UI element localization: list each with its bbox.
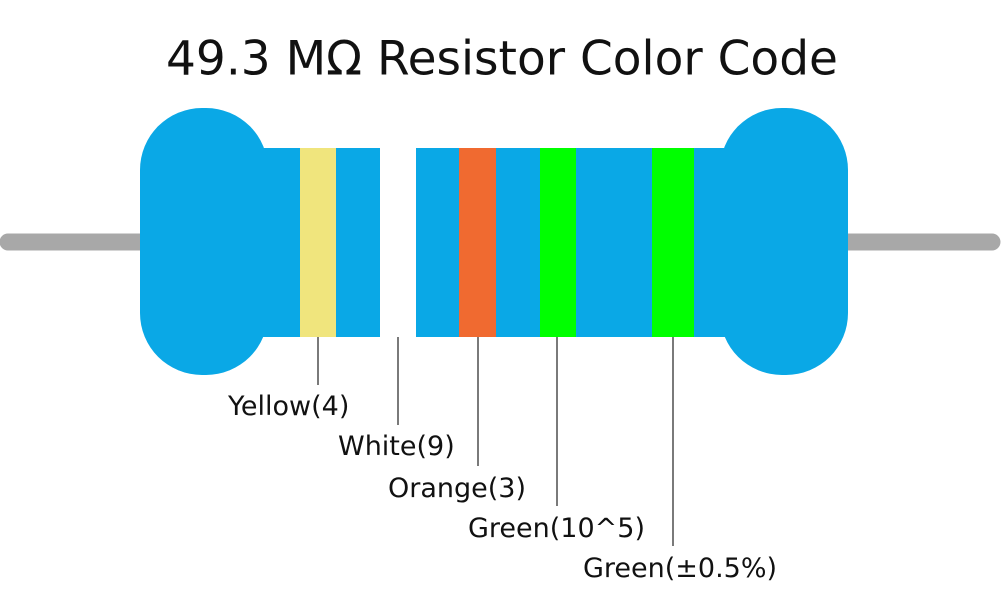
title: 49.3 MΩ Resistor Color Code bbox=[166, 32, 838, 87]
band bbox=[652, 148, 694, 337]
band-label: Yellow(4) bbox=[227, 391, 349, 422]
left-cap bbox=[140, 108, 268, 375]
band bbox=[380, 148, 416, 337]
band-label: Orange(3) bbox=[388, 473, 526, 504]
band bbox=[459, 148, 496, 337]
band bbox=[300, 148, 336, 337]
band-label: Green(10^5) bbox=[468, 513, 645, 544]
band-label: Green(±0.5%) bbox=[583, 553, 777, 584]
band-label: White(9) bbox=[338, 431, 455, 462]
band bbox=[540, 148, 576, 337]
right-cap bbox=[720, 108, 848, 375]
